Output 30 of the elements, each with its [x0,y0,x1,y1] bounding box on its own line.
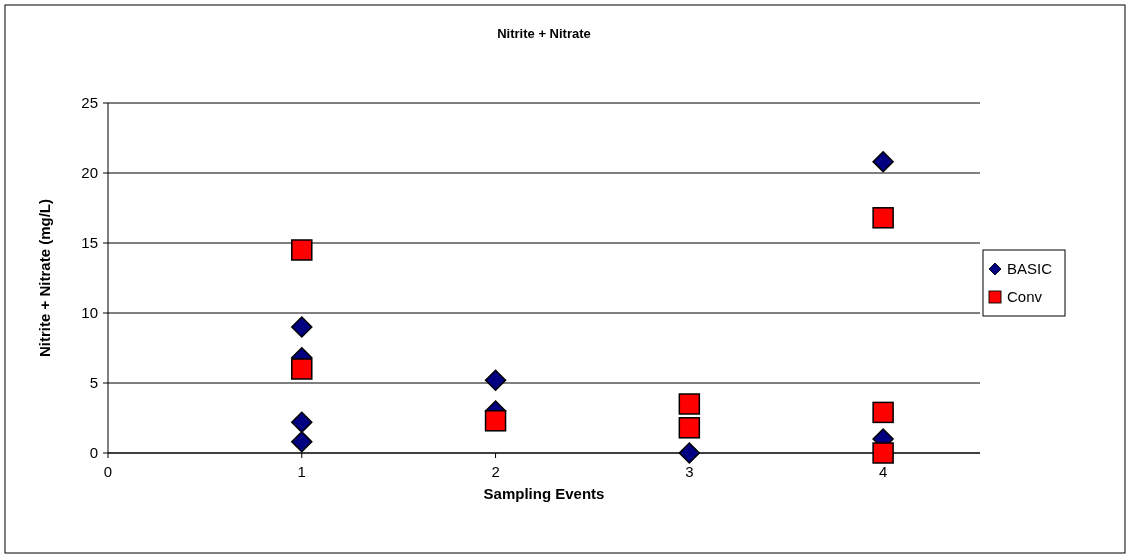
point [291,358,313,380]
y-axis-title: Nitrite + Nitrate (mg/L) [36,199,53,357]
point [291,431,313,453]
chart-title: Nitrite + Nitrate [497,26,591,41]
x-axis-title: Sampling Events [483,485,605,502]
point [872,401,894,424]
x-tick-label: 0 [103,463,113,480]
point [678,393,701,415]
y-tick-label: 15 [81,234,98,252]
point [484,369,507,391]
y-tick-label: 20 [81,164,98,182]
point [872,151,894,173]
y-tick-label: 10 [81,304,98,322]
y-tick-label: 5 [89,374,98,392]
x-tick-label: 4 [878,463,888,480]
point [484,410,507,432]
point [291,411,313,433]
point [678,417,701,439]
point [291,316,313,338]
legend-label: BASIC [1007,260,1053,278]
point [678,442,701,464]
x-tick-label: 1 [297,463,306,480]
point [291,239,313,261]
point [872,207,894,229]
point [872,442,894,464]
legend-label: Conv [1007,288,1043,306]
x-tick-label: 3 [685,463,694,480]
x-tick-label: 2 [491,463,500,480]
y-tick-label: 25 [81,94,98,112]
y-tick-label: 0 [89,444,98,462]
